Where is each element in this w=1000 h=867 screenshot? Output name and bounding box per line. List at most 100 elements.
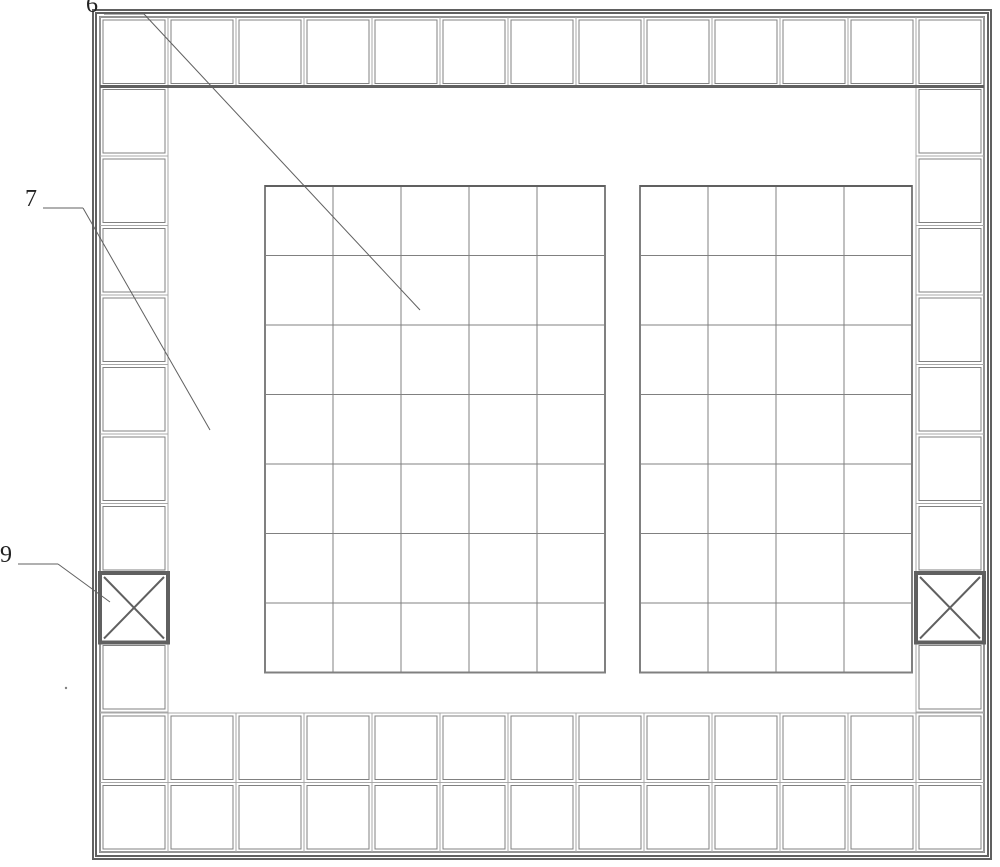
grid-cell-inner [443,716,505,780]
grid-cell-outer [916,434,984,504]
grid-cell-inner [239,716,301,780]
grid-cell-outer [100,365,168,435]
grid-cell-inner [511,20,573,84]
grid-cell-outer [576,713,644,783]
grid-cell-outer [440,713,508,783]
grid-cell-outer [236,17,304,87]
grid-cell-inner [171,20,233,84]
grid-cell-outer [916,365,984,435]
grid-cell-outer [848,783,916,853]
grid-cell-inner [103,20,165,84]
frame-inner [96,13,988,856]
grid-cell-outer [916,17,984,87]
grid-cell-inner [239,20,301,84]
stray-dot [65,687,67,689]
grid-cell-inner [579,716,641,780]
grid-cell-inner [443,786,505,850]
grid-cell-inner [919,368,981,432]
frame-outer [93,10,991,859]
grid-cell-outer [576,17,644,87]
grid-cell-inner [103,229,165,293]
grid-cell-inner [103,298,165,362]
grid-cell-inner [375,716,437,780]
grid-cell-inner [103,507,165,571]
grid-cell-outer [916,643,984,713]
grid-cell-outer [916,504,984,574]
center-block-b [640,186,912,673]
grid-cell-outer [916,156,984,226]
grid-cell-inner [307,20,369,84]
grid-cell-outer [440,783,508,853]
grid-cell-inner [919,90,981,154]
grid-cell-inner [919,716,981,780]
grid-cell-outer [712,17,780,87]
leader-6 [144,14,420,310]
grid-cell-inner [511,786,573,850]
grid-cell-outer [508,17,576,87]
grid-cell-inner [579,786,641,850]
grid-cell-outer [576,783,644,853]
grid-cell-outer [712,713,780,783]
grid-cell-outer [440,17,508,87]
grid-cell-inner [919,159,981,223]
elevators [100,573,984,643]
grid-cell-outer [712,783,780,853]
grid-cell-inner [919,20,981,84]
grid-cell-inner [103,646,165,710]
grid-cell-outer [916,226,984,296]
grid-cell-inner [919,646,981,710]
center-block-a [265,186,605,673]
grid-cell-outer [780,17,848,87]
grid-cell-outer [304,17,372,87]
grid-cell-inner [783,786,845,850]
grid-cell-inner [307,716,369,780]
grid-cell-outer [100,434,168,504]
grid-cell-inner [103,159,165,223]
grid-cell-inner [511,716,573,780]
leader-7 [83,208,210,430]
grid-cell-outer [100,504,168,574]
grid-cell-outer [100,87,168,157]
label-9: 9 [0,542,12,568]
grid-cell-outer [236,783,304,853]
grid-cell-inner [647,20,709,84]
grid-cell-outer [644,713,712,783]
annotations: 679 [0,0,420,602]
grid-cell-outer [848,713,916,783]
grid-cell-outer [100,17,168,87]
grid-cell-inner [851,20,913,84]
grid-cell-inner [783,20,845,84]
grid-cell-inner [919,507,981,571]
grid-cell-inner [375,786,437,850]
grid-cell-inner [715,716,777,780]
grid-cell-outer [100,643,168,713]
grid-cell-outer [916,295,984,365]
grid-cell-outer [780,713,848,783]
grid-cell-inner [715,786,777,850]
grid-cell-outer [100,783,168,853]
grid-cell-outer [100,295,168,365]
grid-cell-inner [919,298,981,362]
grid-cell-outer [100,156,168,226]
perimeter-band [100,17,984,852]
grid-cell-outer [100,226,168,296]
grid-cell-outer [372,17,440,87]
grid-cell-inner [375,20,437,84]
grid-cell-inner [851,786,913,850]
grid-cell-outer [168,783,236,853]
grid-cell-inner [103,716,165,780]
grid-cell-inner [919,437,981,501]
grid-cell-inner [103,90,165,154]
grid-cell-inner [171,786,233,850]
grid-cell-outer [916,713,984,783]
grid-cell-inner [919,229,981,293]
grid-cell-inner [647,786,709,850]
grid-cell-inner [103,437,165,501]
grid-cell-outer [372,713,440,783]
grid-cell-inner [647,716,709,780]
grid-cell-inner [171,716,233,780]
grid-cell-outer [508,783,576,853]
grid-cell-outer [168,713,236,783]
grid-cell-inner [103,368,165,432]
grid-cell-outer [100,713,168,783]
